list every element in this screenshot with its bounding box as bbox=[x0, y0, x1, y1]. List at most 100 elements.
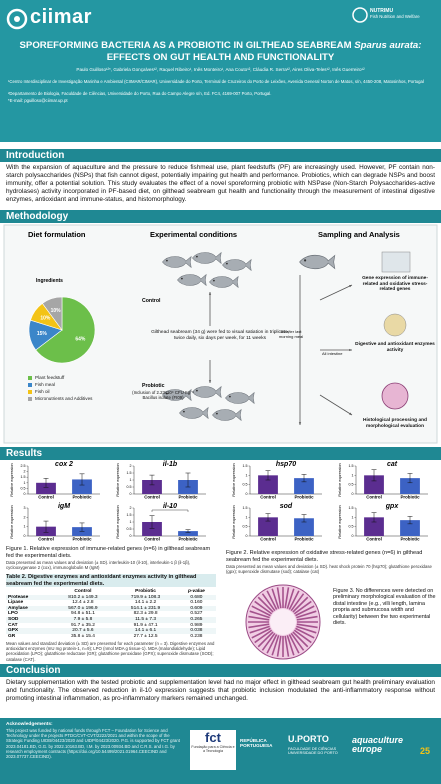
row-label: Protease bbox=[8, 594, 29, 600]
ae-year: 25 bbox=[420, 746, 431, 756]
bar bbox=[294, 518, 314, 536]
histology-villus bbox=[257, 631, 274, 648]
table-title: Table 2. Digestive enzymes and antioxida… bbox=[6, 574, 216, 588]
error-bar bbox=[43, 520, 49, 533]
table-row: Amylase 567.0 ± 196.9 514.1 ± 231.9 0.609 bbox=[6, 605, 216, 612]
error-bar bbox=[79, 522, 85, 532]
probiotic-detail: (Inclusion of 2.23x10⁹ CFU Kg⁻¹ Bacillus… bbox=[132, 390, 194, 400]
fish-eye bbox=[229, 395, 231, 398]
title-part: EFFECTS ON GUT HEALTH AND FUNCTIONALITY bbox=[106, 52, 335, 63]
pie-label: 10% bbox=[51, 308, 62, 314]
y-tick-label: 2 bbox=[130, 506, 132, 510]
header-background bbox=[0, 0, 441, 142]
histology-villus bbox=[293, 629, 312, 644]
y-tick-label: 0.5 bbox=[127, 485, 132, 489]
republic-logo: REPÚBLICA PORTUGUESA bbox=[240, 738, 273, 748]
error-bar bbox=[149, 474, 155, 486]
histology-villus bbox=[266, 634, 278, 654]
histology-villus bbox=[286, 588, 295, 609]
histology-villus bbox=[293, 600, 312, 615]
bar bbox=[142, 522, 162, 536]
y-tick-label: 1 bbox=[24, 525, 26, 529]
table-row: GPX 20.7 ± 5.6 14.1 ± 6.1 0.038 bbox=[6, 628, 216, 634]
section-heading: Conclusion bbox=[0, 664, 441, 677]
partner-tagline: Fish Nutrition and Welfare bbox=[370, 14, 420, 19]
histology-villus bbox=[296, 615, 318, 621]
y-tick-label: 3 bbox=[24, 506, 26, 510]
error-bar bbox=[407, 473, 413, 484]
histology-villus bbox=[251, 605, 271, 617]
histology-villus bbox=[271, 635, 280, 656]
table-cell: 20.7 ± 5.6 bbox=[72, 628, 94, 634]
error-bar bbox=[407, 516, 413, 525]
y-tick-label: 0.5 bbox=[349, 525, 354, 529]
table-cell: 7.9 ± 5.8 bbox=[73, 616, 93, 622]
sampling-time: 5h after last morning meal bbox=[278, 329, 304, 339]
y-axis-label: Relative expression bbox=[232, 463, 236, 496]
table-cell: 91.9 ± 47.1 bbox=[133, 622, 158, 628]
histology-villus bbox=[249, 610, 270, 619]
table-row: Lipase 12.4 ± 2.8 14.1 ± 2.2 0.160 bbox=[6, 600, 216, 606]
y-tick-label: 0 bbox=[352, 492, 354, 496]
logo-icon bbox=[6, 8, 28, 30]
intro-text: With the expansion of aquaculture and th… bbox=[6, 164, 435, 203]
y-axis-label: Relative expression bbox=[10, 505, 14, 538]
histology-villus bbox=[290, 593, 305, 612]
legend-label: Fish oil bbox=[35, 389, 50, 394]
fish-eye bbox=[166, 259, 168, 262]
y-tick-label: 0 bbox=[130, 492, 132, 496]
x-tick-label: Control bbox=[260, 495, 276, 500]
fish-icon bbox=[192, 385, 222, 399]
error-bar bbox=[149, 515, 155, 529]
histology-lumen bbox=[270, 609, 296, 635]
fish-body bbox=[212, 408, 242, 422]
fish-body bbox=[179, 406, 209, 420]
row-label: Amylase bbox=[8, 605, 28, 611]
significance-bracket bbox=[151, 509, 189, 512]
fish-eye bbox=[213, 279, 215, 282]
error-bar bbox=[43, 478, 49, 488]
uporto-logo: U.PORTO bbox=[288, 734, 329, 744]
bar bbox=[364, 517, 384, 536]
y-tick-label: 0 bbox=[130, 534, 132, 538]
y-tick-label: 0.5 bbox=[21, 486, 26, 490]
table-cell: 0.160 bbox=[190, 600, 203, 606]
histology-villus bbox=[292, 596, 309, 613]
legend-label: Micronutrients and Additives bbox=[35, 396, 93, 401]
fish-icon bbox=[162, 388, 192, 402]
table-cell: 11.5 ± 7.3 bbox=[135, 616, 157, 622]
y-tick-label: 2.5 bbox=[21, 464, 26, 468]
row-label: Lipase bbox=[8, 600, 24, 606]
x-tick-label: Probiotic bbox=[178, 495, 198, 500]
arrow bbox=[319, 394, 353, 416]
analysis-label: Gene expression of immune-related and ox… bbox=[362, 276, 428, 293]
table-cell: 0.989 bbox=[190, 622, 203, 628]
chart-title: il-10 bbox=[163, 503, 177, 510]
x-tick-label: Control bbox=[260, 537, 276, 542]
table-cell: 0.238 bbox=[190, 633, 203, 639]
histology-villus bbox=[261, 593, 276, 612]
table: Control Probiotic p-value Protease 810.2 ± … bbox=[6, 589, 216, 639]
affiliation: ²Departamento de Biologia, Faculdade de … bbox=[8, 91, 272, 96]
arrow-head bbox=[349, 285, 352, 288]
histology-villus bbox=[271, 588, 280, 609]
fish-icon bbox=[192, 251, 222, 265]
bar bbox=[178, 531, 198, 536]
bar bbox=[36, 482, 56, 494]
table-cell: 94.8 ± 51.1 bbox=[70, 611, 95, 617]
histology-villus bbox=[248, 623, 270, 629]
fish-body bbox=[225, 391, 255, 405]
histology-villus bbox=[257, 596, 274, 613]
pie-title: Ingredients bbox=[36, 278, 63, 284]
table-row: Protease 810.2 ± 149.3 719.9 ± 108.3 0.680 bbox=[6, 594, 216, 601]
pie-slice bbox=[42, 296, 63, 331]
bar bbox=[142, 480, 162, 494]
fish-eye bbox=[166, 392, 168, 395]
fish-icon bbox=[212, 408, 242, 422]
y-tick-label: 1.5 bbox=[21, 475, 26, 479]
y-tick-label: 1 bbox=[24, 481, 26, 485]
y-tick-label: 1.5 bbox=[349, 464, 354, 468]
error-bar bbox=[79, 473, 85, 486]
